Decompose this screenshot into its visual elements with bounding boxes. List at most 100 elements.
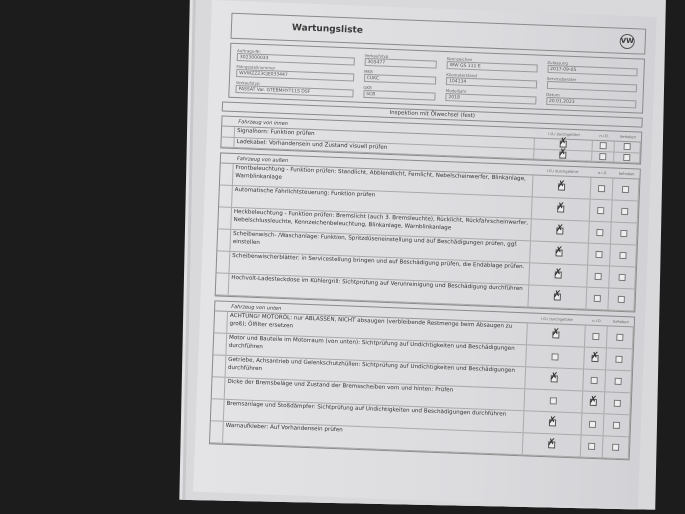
checkbox[interactable] [616,333,624,342]
column-header: i.O./ durchgeführt [546,168,579,174]
column-header: n.i.O. [599,133,609,138]
column-header: i.O./ durchgeführt [541,316,573,322]
checkbox[interactable] [596,228,604,237]
column-header: n.i.O. [597,170,608,175]
check-cell [532,175,592,199]
check-cell [584,347,607,370]
checkbox[interactable] [597,184,606,193]
field-value: 3G5477 [364,57,437,69]
checkbox[interactable] [618,273,626,282]
checklist-section: Fahrzeug von außen i.O./ durchgeführt n.i.… [214,152,641,313]
check-cell [589,199,613,222]
checkbox[interactable] [557,183,566,191]
checkbox[interactable] [595,250,603,259]
checkbox[interactable] [612,421,621,429]
checkbox[interactable] [588,420,597,429]
check-cell [603,414,631,437]
check-cell [602,436,630,459]
check-cell [590,177,614,200]
checkbox[interactable] [559,151,567,159]
checkbox[interactable] [594,272,602,281]
checkbox[interactable] [548,441,556,449]
column-headers: i.O./ durchgeführt n.i.O. behoben [528,316,634,324]
info-field: Verkaufstyp PASSAT Var. GTEBMHYT11S DSF [235,80,354,98]
checkbox[interactable] [619,251,627,260]
column-header: behoben [613,319,629,324]
checkbox[interactable] [588,442,596,451]
checkbox[interactable] [621,185,630,194]
checkbox[interactable] [623,143,631,151]
checkbox[interactable] [552,331,560,339]
vehicle-info-fields: Auftrags-Nr. 3023000033 Verkaufstyp 3G5477 K… [228,42,646,114]
info-field: Datum 20.01.2023 [545,92,637,109]
checkbox[interactable] [591,354,599,363]
check-cell [588,221,612,244]
checkbox[interactable] [614,377,622,386]
checkbox[interactable] [597,206,605,215]
check-cell [605,370,633,393]
check-cell [610,222,638,245]
check-cell [534,148,593,161]
info-field: Serviceberater [546,76,638,93]
check-cell [583,369,607,392]
checkbox[interactable] [617,295,625,304]
field-value: SCB [362,89,436,101]
checkbox[interactable] [548,419,557,427]
check-cell [614,141,641,153]
check-cell [531,197,591,221]
column-headers: i.O./ durchgeführt n.i.O. behoben [535,131,641,139]
column-header: n.i.O. [592,318,602,323]
checkbox[interactable] [590,376,598,385]
check-cell [606,348,633,371]
checkbox[interactable] [555,249,563,257]
checkbox[interactable] [620,229,628,238]
check-cell [528,285,588,309]
check-cell [609,266,637,289]
info-field: Fahrgestellnummer WVWZZZ3CJE033447 [236,64,354,82]
checklist-section: Fahrzeug von unten i.O./ durchgeführt n.i.… [208,300,636,461]
check-cell [524,389,584,413]
info-field: GKB SCB [362,85,436,101]
info-field: Zulassung 2017-09-05 [546,60,638,77]
check-cell [588,243,611,266]
check-cell [604,392,632,415]
check-cell [608,288,636,311]
checkbox[interactable] [621,207,629,216]
field-value: CUKC [363,73,437,85]
info-field: Verkaufstyp 3G5477 [364,53,437,69]
checkbox[interactable] [592,332,600,341]
check-cell [611,200,639,223]
check-cell [586,287,610,310]
check-cell [610,244,637,267]
check-cell [531,219,590,243]
check-cell [526,345,585,369]
checkbox[interactable] [599,152,607,160]
checkbox[interactable] [550,375,558,383]
check-cell [606,326,634,349]
checkbox[interactable] [615,355,623,364]
check-cell [522,433,582,457]
check-cell [614,152,641,163]
info-field: Auftrags-Nr. 3023000033 [236,48,355,66]
info-field: Kilometerstand 104134 [445,72,537,89]
info-field: Modelljahr 2018 [445,88,537,105]
check-cell [592,140,615,152]
check-cell [584,325,608,348]
checkbox[interactable] [623,153,631,161]
check-cell [587,265,611,288]
column-header: behoben [618,171,635,176]
checkbox[interactable] [553,293,561,301]
checkbox[interactable] [556,227,564,235]
checkbox[interactable] [551,353,559,361]
checkbox[interactable] [549,397,557,405]
checkbox[interactable] [554,271,562,279]
checkbox[interactable] [557,205,565,213]
column-headers: i.O./ durchgeführt n.i.O. behoben [534,168,640,176]
checkbox[interactable] [611,443,620,451]
checkbox[interactable] [599,142,607,150]
checkbox[interactable] [589,398,597,407]
checkbox[interactable] [593,294,601,303]
check-cell [525,367,585,391]
checkbox[interactable] [613,399,621,407]
vw-logo-icon: VW [619,33,636,49]
